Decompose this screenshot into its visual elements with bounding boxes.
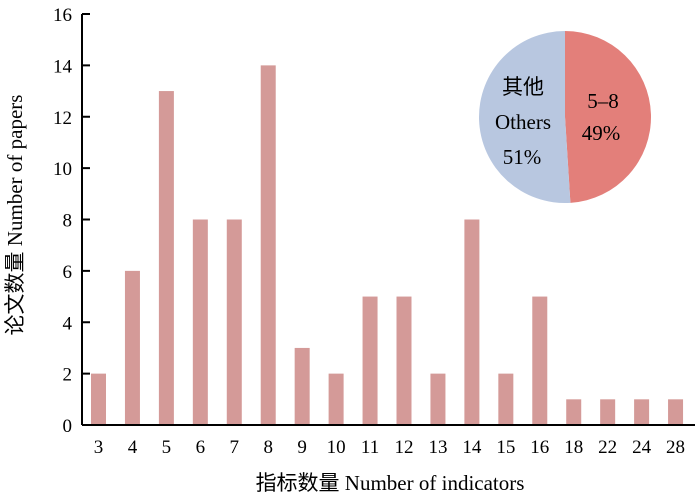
y-ticks: 0 2 4 6 8 10 12 14 16 xyxy=(53,5,90,437)
bar xyxy=(566,399,582,425)
y-tick-label: 10 xyxy=(53,159,72,180)
bar-series xyxy=(91,65,684,425)
y-axis-title: 论文数量 Number of papers xyxy=(3,95,27,336)
y-tick-label: 2 xyxy=(63,365,73,386)
x-tick-label: 24 xyxy=(632,437,652,458)
pie-percent-label: 49% xyxy=(582,121,621,145)
y-tick-label: 0 xyxy=(63,416,73,437)
y-tick-label: 12 xyxy=(53,108,72,129)
bar xyxy=(328,373,344,425)
bar xyxy=(124,270,140,425)
bar xyxy=(294,347,310,425)
x-tick-label: 4 xyxy=(128,437,138,458)
x-tick-label: 10 xyxy=(327,437,346,458)
pie-slice xyxy=(565,31,651,203)
x-tick-label: 8 xyxy=(263,437,273,458)
bar xyxy=(396,296,412,425)
pie-label-cn: 其他 xyxy=(502,75,544,99)
bar xyxy=(260,65,276,425)
x-ticks: 3 4 5 6 7 8 9 10 11 12 13 14 15 16 18 22 24 28 xyxy=(94,437,685,458)
x-tick-label: 14 xyxy=(462,437,482,458)
bar xyxy=(158,91,174,425)
x-axis-title: 指标数量 Number of indicators xyxy=(256,471,525,495)
x-tick-label: 18 xyxy=(564,437,583,458)
x-tick-label: 16 xyxy=(530,437,549,458)
pie-label: 5–8 xyxy=(587,89,619,113)
x-tick-label: 15 xyxy=(496,437,515,458)
bar xyxy=(668,399,684,425)
y-tick-label: 14 xyxy=(53,56,73,77)
pie-chart: 5–8 49% 其他 Others 51% xyxy=(478,30,651,203)
bar xyxy=(91,373,106,425)
x-tick-label: 3 xyxy=(94,437,104,458)
x-tick-label: 12 xyxy=(395,437,414,458)
y-tick-label: 4 xyxy=(63,313,73,334)
bar xyxy=(430,373,446,425)
x-tick-label: 13 xyxy=(428,437,447,458)
x-tick-label: 5 xyxy=(162,437,172,458)
bar xyxy=(532,296,548,425)
x-tick-label: 22 xyxy=(598,437,617,458)
y-tick-label: 6 xyxy=(63,262,73,283)
pie-slice xyxy=(478,30,571,203)
x-tick-label: 9 xyxy=(297,437,307,458)
bar xyxy=(464,219,480,425)
bar xyxy=(226,219,242,425)
x-tick-label: 28 xyxy=(666,437,685,458)
bar xyxy=(600,399,616,425)
bar xyxy=(498,373,514,425)
bar xyxy=(362,296,378,425)
x-tick-label: 7 xyxy=(230,437,240,458)
bar xyxy=(192,219,208,425)
pie-label: Others xyxy=(495,110,551,134)
y-tick-label: 8 xyxy=(63,211,73,232)
pie-percent-label: 51% xyxy=(503,145,542,169)
x-tick-label: 6 xyxy=(196,437,206,458)
bar xyxy=(634,399,650,425)
y-tick-label: 16 xyxy=(53,5,72,26)
x-tick-label: 11 xyxy=(361,437,379,458)
